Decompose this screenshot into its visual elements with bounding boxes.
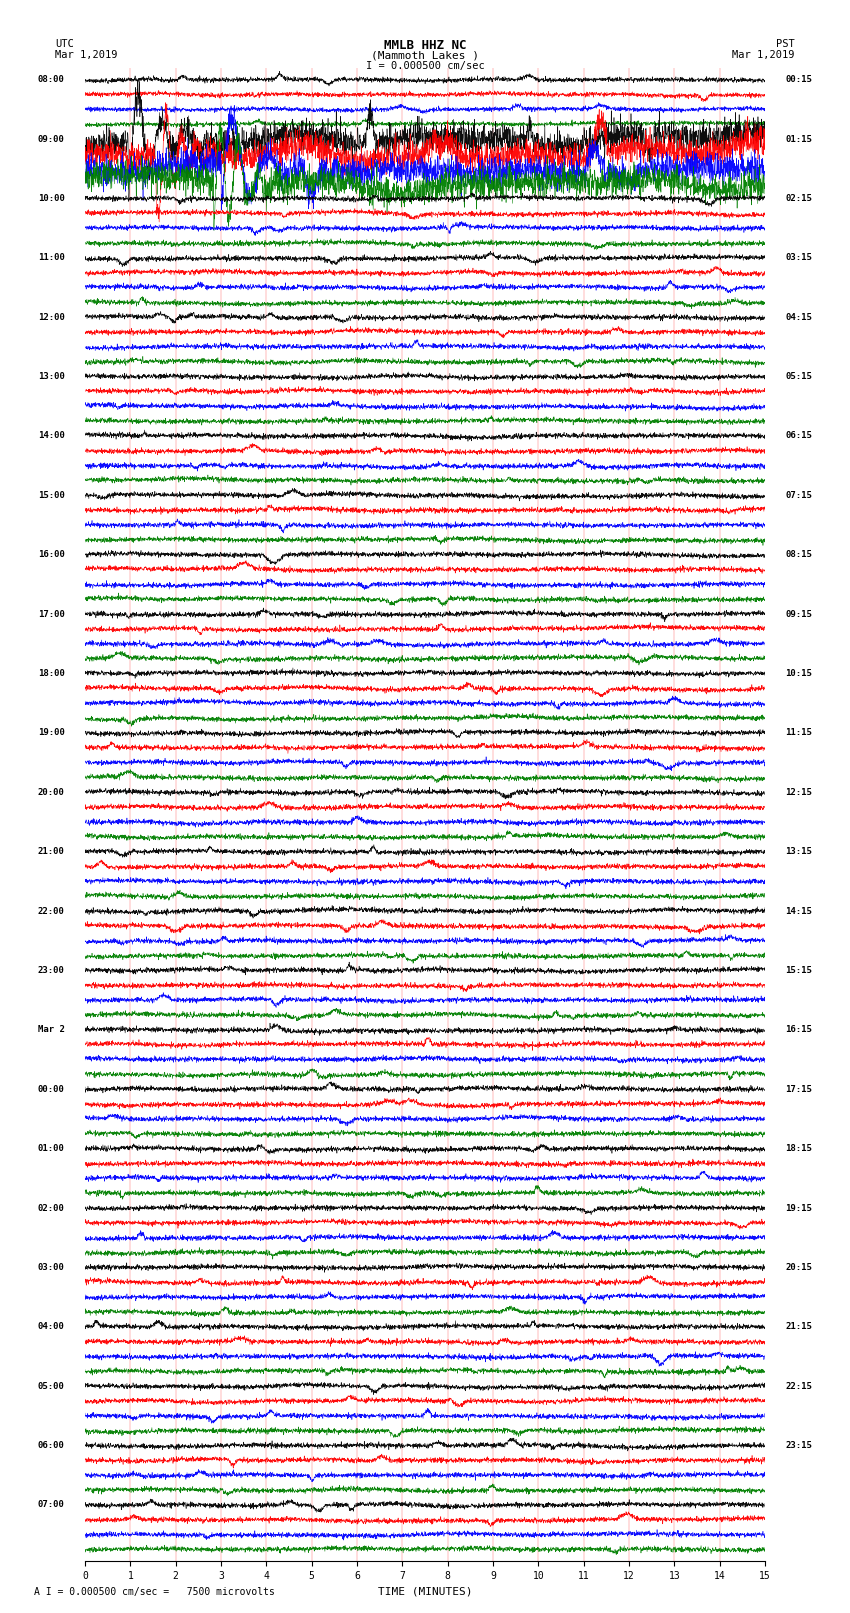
- Text: 19:00: 19:00: [37, 729, 65, 737]
- Text: Mar 2: Mar 2: [37, 1026, 65, 1034]
- Text: 07:00: 07:00: [37, 1500, 65, 1510]
- Text: 22:15: 22:15: [785, 1382, 813, 1390]
- Text: 10:00: 10:00: [37, 194, 65, 203]
- Text: 05:15: 05:15: [785, 373, 813, 381]
- Text: 20:15: 20:15: [785, 1263, 813, 1273]
- Text: 12:00: 12:00: [37, 313, 65, 321]
- Text: 02:00: 02:00: [37, 1203, 65, 1213]
- Text: 12:15: 12:15: [785, 787, 813, 797]
- Text: 15:00: 15:00: [37, 490, 65, 500]
- Text: 15:15: 15:15: [785, 966, 813, 974]
- Text: 02:15: 02:15: [785, 194, 813, 203]
- Text: PST: PST: [776, 39, 795, 48]
- Text: 18:15: 18:15: [785, 1144, 813, 1153]
- X-axis label: TIME (MINUTES): TIME (MINUTES): [377, 1587, 473, 1597]
- Text: 21:15: 21:15: [785, 1323, 813, 1331]
- Text: 23:00: 23:00: [37, 966, 65, 974]
- Text: Mar 1,2019: Mar 1,2019: [55, 50, 118, 60]
- Text: 08:15: 08:15: [785, 550, 813, 560]
- Text: 16:00: 16:00: [37, 550, 65, 560]
- Text: 06:00: 06:00: [37, 1440, 65, 1450]
- Text: 03:00: 03:00: [37, 1263, 65, 1273]
- Text: UTC: UTC: [55, 39, 74, 48]
- Text: 19:15: 19:15: [785, 1203, 813, 1213]
- Text: 01:00: 01:00: [37, 1144, 65, 1153]
- Text: 06:15: 06:15: [785, 431, 813, 440]
- Text: 22:00: 22:00: [37, 907, 65, 916]
- Text: 07:15: 07:15: [785, 490, 813, 500]
- Text: 10:15: 10:15: [785, 669, 813, 677]
- Text: 01:15: 01:15: [785, 134, 813, 144]
- Text: A I = 0.000500 cm/sec =   7500 microvolts: A I = 0.000500 cm/sec = 7500 microvolts: [34, 1587, 275, 1597]
- Text: 16:15: 16:15: [785, 1026, 813, 1034]
- Text: 14:15: 14:15: [785, 907, 813, 916]
- Text: 17:00: 17:00: [37, 610, 65, 619]
- Text: 13:00: 13:00: [37, 373, 65, 381]
- Text: 20:00: 20:00: [37, 787, 65, 797]
- Text: 18:00: 18:00: [37, 669, 65, 677]
- Text: 11:00: 11:00: [37, 253, 65, 263]
- Text: 04:15: 04:15: [785, 313, 813, 321]
- Text: 00:15: 00:15: [785, 76, 813, 84]
- Text: Mar 1,2019: Mar 1,2019: [732, 50, 795, 60]
- Text: 14:00: 14:00: [37, 431, 65, 440]
- Text: (Mammoth Lakes ): (Mammoth Lakes ): [371, 50, 479, 60]
- Text: 08:00: 08:00: [37, 76, 65, 84]
- Text: 00:00: 00:00: [37, 1084, 65, 1094]
- Text: 11:15: 11:15: [785, 729, 813, 737]
- Text: 09:15: 09:15: [785, 610, 813, 619]
- Text: 05:00: 05:00: [37, 1382, 65, 1390]
- Text: 03:15: 03:15: [785, 253, 813, 263]
- Text: 21:00: 21:00: [37, 847, 65, 857]
- Text: MMLB HHZ NC: MMLB HHZ NC: [383, 39, 467, 52]
- Text: 04:00: 04:00: [37, 1323, 65, 1331]
- Text: 17:15: 17:15: [785, 1084, 813, 1094]
- Text: I = 0.000500 cm/sec: I = 0.000500 cm/sec: [366, 61, 484, 71]
- Text: 09:00: 09:00: [37, 134, 65, 144]
- Text: 23:15: 23:15: [785, 1440, 813, 1450]
- Text: 13:15: 13:15: [785, 847, 813, 857]
